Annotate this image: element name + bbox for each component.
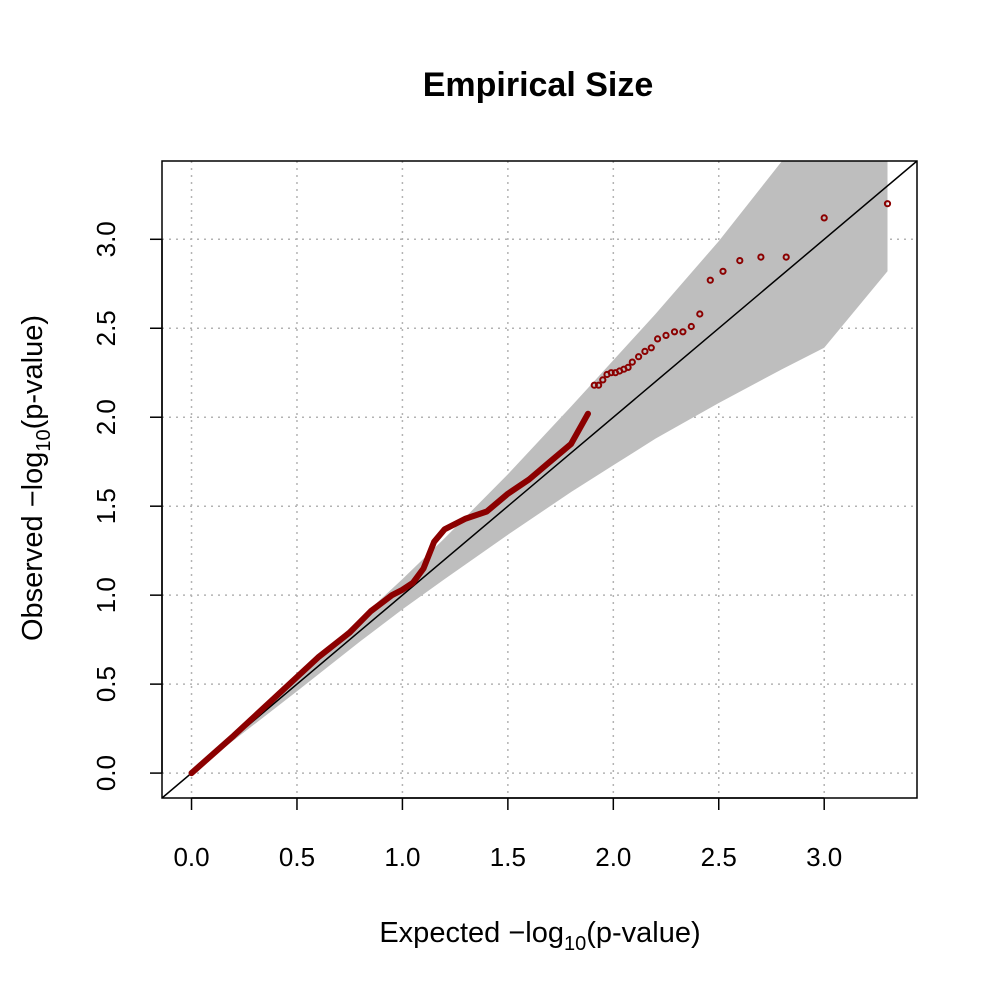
data-point <box>635 353 643 361</box>
data-point <box>641 347 649 355</box>
y-tick-label: 2.0 <box>91 399 121 435</box>
data-point <box>736 257 744 265</box>
data-point <box>662 331 670 339</box>
data-point <box>820 214 828 222</box>
x-tick-label: 1.5 <box>490 842 526 872</box>
data-point <box>679 328 687 336</box>
y-tick-label: 1.5 <box>91 488 121 524</box>
x-tick-label: 0.5 <box>279 842 315 872</box>
data-point <box>624 363 632 371</box>
data-point <box>607 369 615 377</box>
data-point <box>706 276 714 284</box>
data-point <box>647 344 655 352</box>
y-tick-label: 0.0 <box>91 755 121 791</box>
x-tick-label: 2.5 <box>701 842 737 872</box>
x-tick-label: 2.0 <box>595 842 631 872</box>
x-tick-label: 3.0 <box>806 842 842 872</box>
x-axis: 0.0 0.5 1.0 1.5 2.0 2.5 3.0 <box>173 797 842 872</box>
chart-title: Empirical Size <box>423 66 654 104</box>
y-tick-label: 2.5 <box>91 310 121 346</box>
y-axis-label-suffix: (p-value) <box>17 315 49 429</box>
data-point <box>883 200 892 208</box>
data-point <box>719 267 727 275</box>
observed-points <box>590 200 892 389</box>
y-axis-label-subscript: 10 <box>33 429 55 451</box>
data-point <box>696 310 704 318</box>
data-point <box>628 358 636 366</box>
data-point <box>670 328 679 336</box>
reference-line <box>161 160 918 799</box>
y-axis-label-main: Observed −log <box>17 452 49 641</box>
x-axis-label-subscript: 10 <box>564 933 586 955</box>
x-axis-label-suffix: (p-value) <box>586 917 700 949</box>
data-point <box>687 322 695 331</box>
y-tick-label: 3.0 <box>91 221 121 257</box>
y-axis: 0.0 0.5 1.0 1.5 2.0 2.5 3.0 <box>91 221 163 791</box>
observed-curve <box>188 410 591 777</box>
x-tick-label: 1.0 <box>384 842 420 872</box>
data-point <box>599 376 607 384</box>
y-tick-label: 0.5 <box>91 666 121 702</box>
x-axis-label-main: Expected −log <box>379 917 564 949</box>
x-axis-label: Expected −log10(p-value) <box>379 917 700 955</box>
data-point <box>757 253 765 261</box>
data-point <box>595 381 603 389</box>
x-tick-label: 0.0 <box>173 842 209 872</box>
y-axis-label: Observed −log10(p-value) <box>17 315 55 641</box>
data-point <box>654 335 662 343</box>
data-point <box>782 253 790 261</box>
y-tick-label: 1.0 <box>91 577 121 613</box>
